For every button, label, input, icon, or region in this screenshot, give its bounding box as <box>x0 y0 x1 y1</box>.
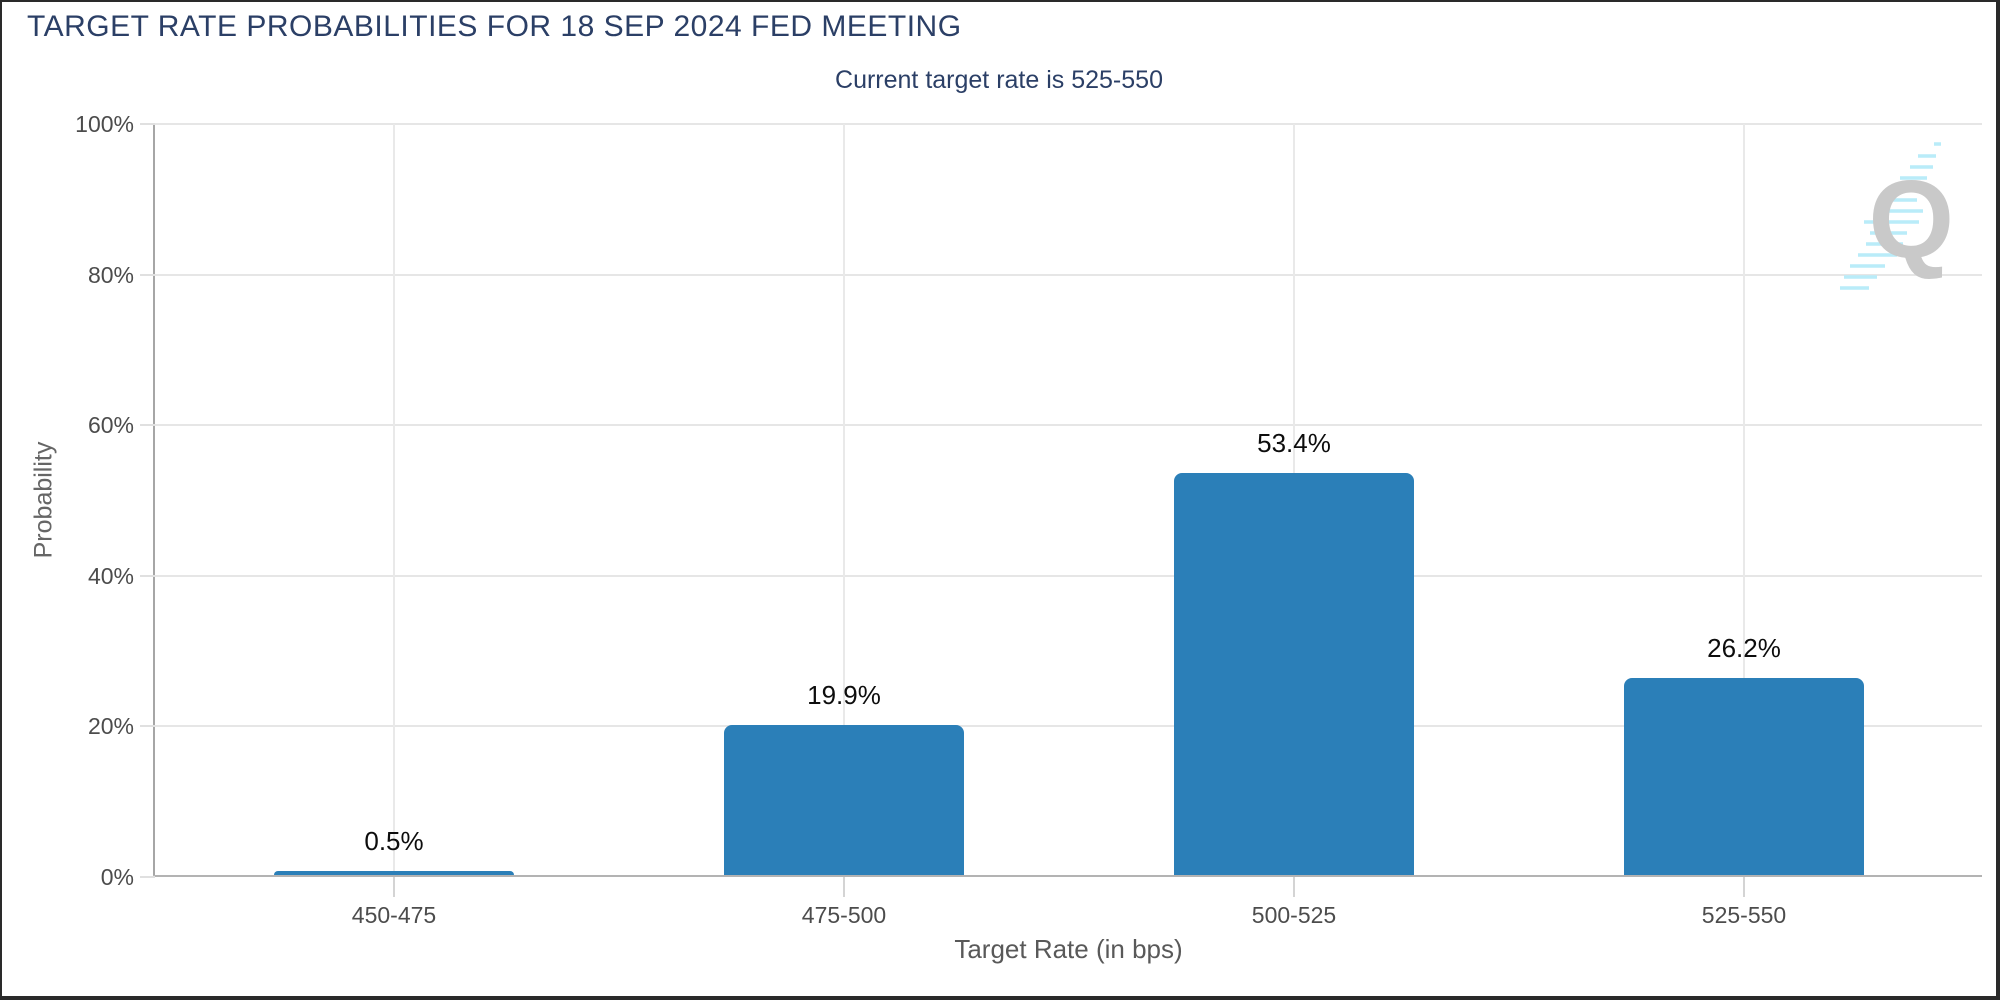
y-tick-label: 0% <box>100 864 134 890</box>
x-gridline <box>393 124 395 877</box>
y-axis-line <box>153 124 155 877</box>
plot-area: 0.5% 19.9% 53.4% 26.2% 0% 20% 40% 60% 80% 100% 45… <box>30 111 1982 964</box>
y-gridline <box>155 123 1982 125</box>
y-gridline <box>155 725 1982 728</box>
y-tick-mark <box>140 876 155 878</box>
bar-value-label: 26.2% <box>1707 632 1781 663</box>
bar-525-550[interactable] <box>1624 677 1864 875</box>
y-gridline <box>155 574 1982 577</box>
bar-value-label: 0.5% <box>364 826 424 857</box>
x-axis-line <box>153 875 1982 877</box>
bar-500-525[interactable] <box>1174 472 1414 875</box>
x-tick-mark <box>1743 877 1745 897</box>
x-gridline <box>843 124 845 877</box>
bar-450-475[interactable] <box>274 871 514 875</box>
x-gridline <box>1743 124 1745 877</box>
y-tick-label: 20% <box>87 713 134 740</box>
y-tick-mark <box>140 273 155 276</box>
chart-title: TARGET RATE PROBABILITIES FOR 18 SEP 202… <box>27 10 962 43</box>
y-tick-mark <box>140 424 155 427</box>
bar-475-500[interactable] <box>724 725 964 875</box>
y-tick-mark <box>140 574 155 577</box>
x-tick-mark <box>393 877 395 897</box>
y-axis-title: Probability <box>29 441 58 559</box>
q-watermark-logo: Q <box>1840 127 1970 297</box>
speed-streaks-icon <box>1840 142 1941 290</box>
x-tick-mark <box>1293 877 1295 897</box>
y-tick-label: 60% <box>87 412 134 439</box>
q-logo-graphic: Q <box>1840 142 1954 290</box>
y-tick-label: 40% <box>87 562 134 589</box>
x-tick-label: 500-525 <box>1251 902 1337 928</box>
y-tick-mark <box>140 123 155 125</box>
x-tick-label: 450-475 <box>351 902 437 928</box>
y-tick-mark <box>140 725 155 728</box>
y-gridline <box>155 273 1982 276</box>
x-tick-label: 525-550 <box>1701 902 1787 928</box>
y-gridline <box>155 424 1982 427</box>
q-letter: Q <box>1868 158 1954 281</box>
x-axis-title: Target Rate (in bps) <box>954 934 1183 964</box>
chart-subtitle: Current target rate is 525-550 <box>835 66 1163 94</box>
x-tick-mark <box>843 877 845 897</box>
bar-value-label: 19.9% <box>807 680 881 711</box>
x-tick-label: 475-500 <box>801 902 887 928</box>
bar-value-label: 53.4% <box>1257 427 1331 458</box>
y-tick-label: 80% <box>87 261 134 288</box>
y-tick-label: 100% <box>75 111 134 137</box>
